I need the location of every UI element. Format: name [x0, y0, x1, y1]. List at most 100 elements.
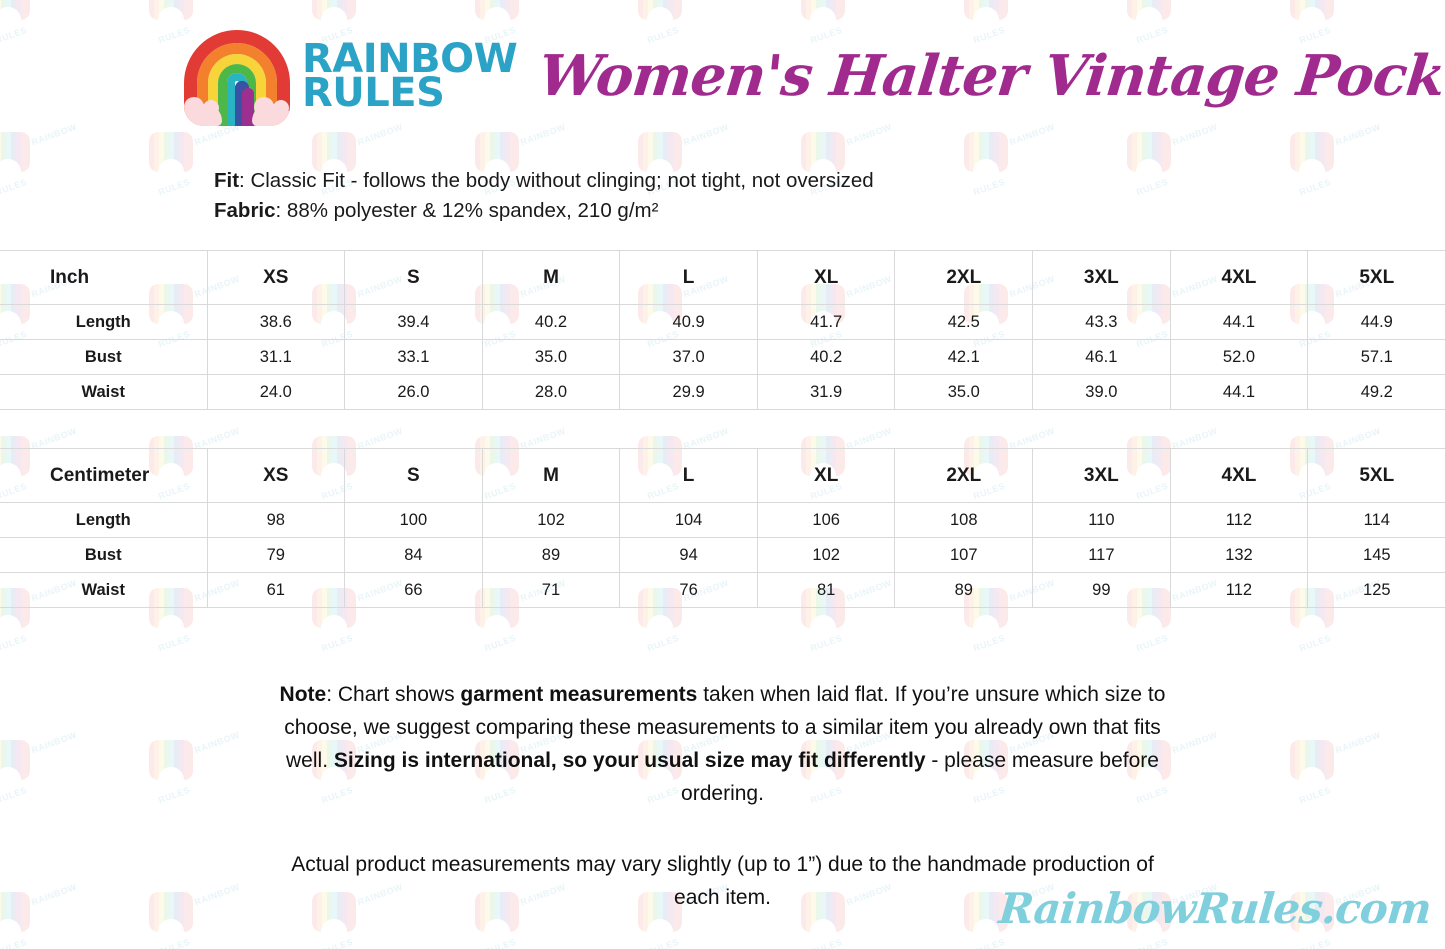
spec-fit-label: Fit [214, 169, 240, 192]
measurement-cell: 42.1 [894, 339, 1033, 375]
measurement-cell: 125 [1307, 572, 1445, 608]
measurement-cell: 102 [481, 502, 620, 538]
measurement-cell: 132 [1169, 537, 1308, 573]
measurement-row-label: Bust [0, 339, 207, 375]
measurement-cell: 145 [1307, 537, 1445, 573]
measurement-cell: 42.5 [894, 304, 1033, 340]
product-specs: Fit: Classic Fit - follows the body with… [214, 166, 1445, 226]
inch-table-wrapper: Inch XS S M L XL 2XL 3XL 4XL 5XL Length 38.6 39.4 40… [0, 250, 1445, 410]
note-bold-garment: garment measurements [460, 683, 698, 706]
rainbow-logo-icon [178, 18, 296, 134]
spec-fit-line: Fit: Classic Fit - follows the body with… [214, 166, 1445, 196]
measurement-cell: 35.0 [894, 374, 1033, 410]
measurement-cell: 52.0 [1169, 339, 1308, 375]
measurement-row-label: Length [0, 304, 207, 340]
table-row: Bust 79 84 89 94 102 107 117 132 145 [0, 537, 1445, 573]
measurement-row-label: Waist [0, 374, 207, 410]
size-column-header: M [481, 448, 620, 503]
size-column-header: 3XL [1032, 250, 1171, 305]
measurement-cell: 89 [481, 537, 620, 573]
measurement-cell: 79 [206, 537, 345, 573]
size-column-header: M [481, 250, 620, 305]
note-text-b: taken when laid flat. If you’re unsure w… [284, 683, 1166, 772]
measurement-row-label: Waist [0, 572, 207, 608]
measurement-cell: 99 [1032, 572, 1171, 608]
size-column-header: 5XL [1307, 448, 1445, 503]
measurement-cell: 110 [1032, 502, 1171, 538]
measurement-row-label: Bust [0, 537, 207, 573]
size-column-header: 5XL [1307, 250, 1445, 305]
brand-logo: RAINBOW RULES [178, 18, 518, 134]
measurement-cell: 76 [619, 572, 758, 608]
note-paragraph-2: Actual product measurements may vary sli… [288, 848, 1158, 914]
measurement-cell: 39.4 [344, 304, 483, 340]
note-bold-sizing: Sizing is international, so your usual s… [333, 749, 926, 772]
size-column-header: XL [756, 250, 895, 305]
measurement-cell: 104 [619, 502, 758, 538]
measurement-cell: 66 [344, 572, 483, 608]
size-column-header: XS [206, 448, 345, 503]
measurement-cell: 35.0 [481, 339, 620, 375]
measurement-cell: 40.2 [756, 339, 895, 375]
centimeter-table-wrapper: Centimeter XS S M L XL 2XL 3XL 4XL 5XL Length 98 10… [0, 448, 1445, 608]
note-label: Note [279, 683, 327, 706]
measurement-cell: 44.9 [1307, 304, 1445, 340]
size-column-header: 4XL [1169, 448, 1308, 503]
table-row: Waist 61 66 71 76 81 89 99 112 125 [0, 572, 1445, 608]
measurement-cell: 46.1 [1032, 339, 1171, 375]
measurement-cell: 61 [206, 572, 345, 608]
note-text-c: - please measure before ordering. [681, 749, 1159, 805]
measurement-cell: 28.0 [481, 374, 620, 410]
size-column-header: XS [206, 250, 345, 305]
notes-section: Note: Chart shows garment measurements t… [0, 678, 1445, 914]
table-unit-header: Inch [0, 250, 207, 305]
table-row: Length 98 100 102 104 106 108 110 112 114 [0, 502, 1445, 538]
page-title: Women's Halter Vintage Pocket Dress [535, 43, 1445, 109]
size-column-header: S [344, 250, 483, 305]
measurement-cell: 98 [206, 502, 345, 538]
measurement-cell: 41.7 [756, 304, 895, 340]
measurement-cell: 24.0 [206, 374, 345, 410]
size-column-header: XL [756, 448, 895, 503]
table-row: Waist 24.0 26.0 28.0 29.9 31.9 35.0 39.0 44.1 49.… [0, 374, 1445, 410]
measurement-cell: 106 [756, 502, 895, 538]
measurement-cell: 44.1 [1169, 304, 1308, 340]
measurement-cell: 100 [344, 502, 483, 538]
note-text-a: : Chart shows [326, 683, 461, 706]
cloud-icon [252, 97, 290, 126]
measurement-cell: 112 [1169, 572, 1308, 608]
measurement-cell: 94 [619, 537, 758, 573]
size-column-header: L [619, 448, 758, 503]
brand-line-1: RAINBOW [302, 35, 518, 82]
brand-wordmark: RAINBOW RULES [302, 35, 518, 116]
measurement-cell: 39.0 [1032, 374, 1171, 410]
size-column-header: 3XL [1032, 448, 1171, 503]
measurement-cell: 107 [894, 537, 1033, 573]
measurement-cell: 71 [481, 572, 620, 608]
size-column-header: S [344, 448, 483, 503]
measurement-row-label: Length [0, 502, 207, 538]
measurement-cell: 40.2 [481, 304, 620, 340]
size-table-inch: Inch XS S M L XL 2XL 3XL 4XL 5XL Length 38.6 39.4 40… [0, 250, 1445, 410]
measurement-cell: 57.1 [1307, 339, 1445, 375]
table-header-row: Centimeter XS S M L XL 2XL 3XL 4XL 5XL [0, 448, 1445, 503]
measurement-cell: 29.9 [619, 374, 758, 410]
measurement-cell: 114 [1307, 502, 1445, 538]
table-header-row: Inch XS S M L XL 2XL 3XL 4XL 5XL [0, 250, 1445, 305]
size-column-header: L [619, 250, 758, 305]
measurement-cell: 84 [344, 537, 483, 573]
measurement-cell: 43.3 [1032, 304, 1171, 340]
page-header: RAINBOW RULES Women's Halter Vintage Poc… [0, 0, 1445, 140]
brand-line-2: RULES [302, 70, 445, 116]
measurement-cell: 31.1 [206, 339, 345, 375]
measurement-cell: 33.1 [344, 339, 483, 375]
measurement-cell: 108 [894, 502, 1033, 538]
table-row: Length 38.6 39.4 40.2 40.9 41.7 42.5 43.3 44.1 44… [0, 304, 1445, 340]
size-table-centimeter: Centimeter XS S M L XL 2XL 3XL 4XL 5XL Length 98 10… [0, 448, 1445, 608]
table-body: Length 38.6 39.4 40.2 40.9 41.7 42.5 43.3 44.1 44… [0, 304, 1445, 410]
footer-signature: RainbowRules.com [997, 884, 1434, 933]
size-column-header: 2XL [894, 250, 1033, 305]
measurement-cell: 40.9 [619, 304, 758, 340]
spec-fabric-value: : 88% polyester & 12% spandex, 210 g/m² [275, 199, 659, 222]
